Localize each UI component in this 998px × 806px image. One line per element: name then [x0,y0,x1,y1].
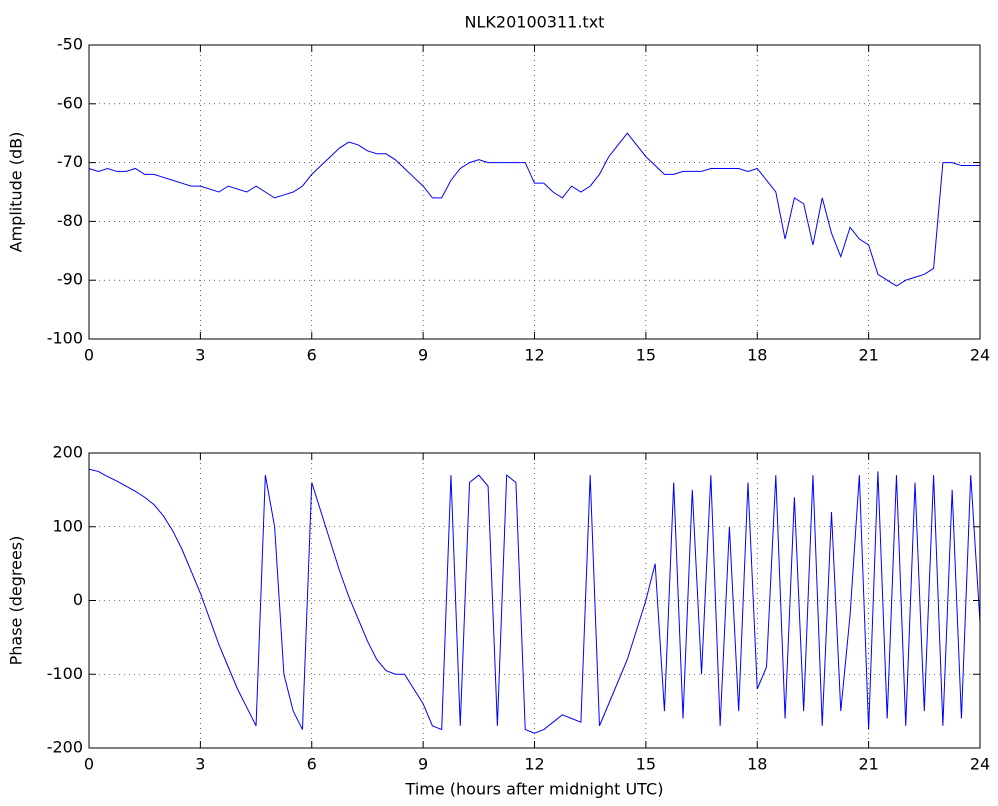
y-tick-label: -80 [57,211,83,230]
x-axis-label: Time (hours after midnight UTC) [405,780,664,799]
y-tick-label: 0 [73,590,83,609]
data-line [88,468,981,734]
x-tick-label: 24 [970,346,990,365]
axes-frame [88,44,981,340]
x-tick-label: 18 [747,755,767,774]
y-tick-label: -60 [57,93,83,112]
y-tick-label: 200 [52,443,83,462]
x-tick-label: 3 [195,346,205,365]
x-tick-label: 15 [636,755,656,774]
y-tick-label: -90 [57,270,83,289]
chart-title: NLK20100311.txt [465,13,605,32]
y-tick-label: -50 [57,35,83,54]
x-tick-label: 12 [524,346,544,365]
x-tick-label: 0 [84,346,94,365]
y-axis-label: Phase (degrees) [7,536,26,666]
x-tick-label: 3 [195,755,205,774]
x-tick-label: 12 [524,755,544,774]
y-tick-label: -200 [47,738,83,757]
x-tick-label: 15 [636,346,656,365]
axes-frame [88,452,981,749]
x-tick-label: 18 [747,346,767,365]
x-tick-label: 6 [307,755,317,774]
x-tick-label: 24 [970,755,990,774]
x-tick-label: 21 [858,755,878,774]
x-tick-label: 9 [418,755,428,774]
data-line [88,132,980,287]
x-tick-label: 9 [418,346,428,365]
y-tick-label: -70 [57,152,83,171]
y-tick-label: -100 [47,664,83,683]
y-tick-label: 100 [52,516,83,535]
y-axis-label: Amplitude (dB) [7,132,26,253]
x-tick-label: 0 [84,755,94,774]
x-tick-label: 21 [858,346,878,365]
y-tick-label: -100 [47,329,83,348]
plot-area [89,45,980,339]
x-tick-label: 6 [307,346,317,365]
